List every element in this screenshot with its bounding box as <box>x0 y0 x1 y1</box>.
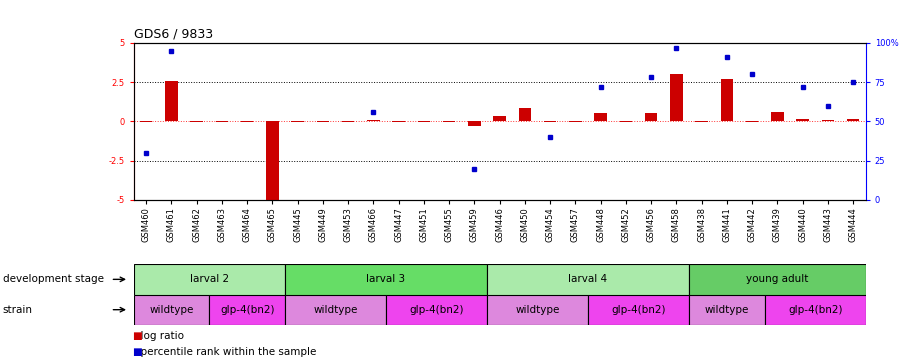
Bar <box>695 121 708 122</box>
Text: wildtype: wildtype <box>705 305 749 315</box>
Bar <box>291 121 304 122</box>
Text: development stage: development stage <box>3 274 104 285</box>
FancyBboxPatch shape <box>134 264 285 295</box>
FancyBboxPatch shape <box>689 295 764 325</box>
Bar <box>746 121 758 122</box>
Bar <box>519 108 531 121</box>
Text: percentile rank within the sample: percentile rank within the sample <box>134 347 316 357</box>
Bar <box>266 121 279 200</box>
Text: wildtype: wildtype <box>313 305 357 315</box>
Bar <box>140 121 153 122</box>
Text: larval 3: larval 3 <box>367 274 405 285</box>
Bar <box>494 116 506 121</box>
Bar <box>165 81 178 121</box>
Bar <box>670 74 682 121</box>
Text: glp-4(bn2): glp-4(bn2) <box>788 305 843 315</box>
Bar <box>342 121 355 122</box>
FancyBboxPatch shape <box>209 295 285 325</box>
Text: glp-4(bn2): glp-4(bn2) <box>612 305 666 315</box>
Text: glp-4(bn2): glp-4(bn2) <box>220 305 274 315</box>
Bar <box>392 121 405 122</box>
FancyBboxPatch shape <box>285 295 386 325</box>
Bar <box>191 121 203 122</box>
Bar <box>822 120 834 121</box>
Bar <box>367 120 379 121</box>
Text: log ratio: log ratio <box>134 331 183 341</box>
Bar <box>771 112 784 121</box>
Bar <box>594 113 607 121</box>
Text: glp-4(bn2): glp-4(bn2) <box>409 305 464 315</box>
Text: young adult: young adult <box>746 274 809 285</box>
Bar <box>645 113 658 121</box>
Bar <box>443 121 456 122</box>
FancyBboxPatch shape <box>487 264 689 295</box>
FancyBboxPatch shape <box>764 295 866 325</box>
Text: strain: strain <box>3 305 33 315</box>
Bar <box>569 121 582 122</box>
Text: GDS6 / 9833: GDS6 / 9833 <box>134 27 213 40</box>
Bar <box>241 121 253 122</box>
Bar <box>468 121 481 126</box>
Text: ■: ■ <box>132 347 142 357</box>
Bar <box>417 121 430 122</box>
Bar <box>797 119 809 121</box>
Bar <box>720 79 733 121</box>
Text: wildtype: wildtype <box>516 305 560 315</box>
Bar <box>543 121 556 122</box>
FancyBboxPatch shape <box>487 295 588 325</box>
Bar <box>317 121 329 122</box>
Text: larval 2: larval 2 <box>190 274 228 285</box>
FancyBboxPatch shape <box>134 295 209 325</box>
Text: larval 4: larval 4 <box>568 274 608 285</box>
FancyBboxPatch shape <box>689 264 866 295</box>
FancyBboxPatch shape <box>588 295 689 325</box>
Bar <box>846 119 859 121</box>
FancyBboxPatch shape <box>386 295 487 325</box>
Text: ■: ■ <box>132 331 142 341</box>
Text: wildtype: wildtype <box>149 305 193 315</box>
Bar <box>216 121 228 122</box>
Bar <box>620 121 632 122</box>
FancyBboxPatch shape <box>285 264 487 295</box>
